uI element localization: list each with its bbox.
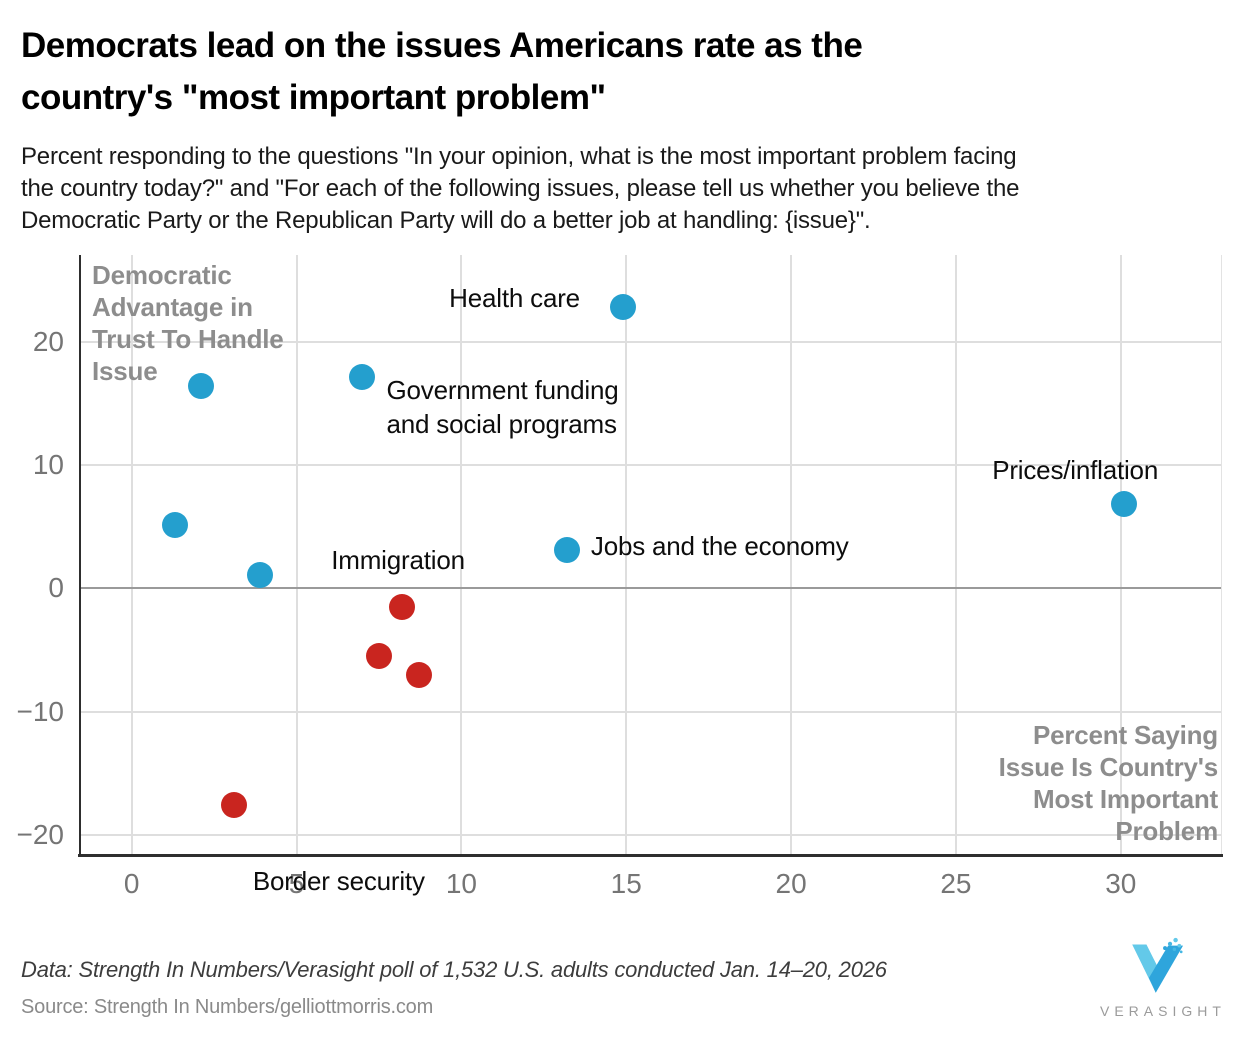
chart-title: Democrats lead on the issues Americans r… <box>21 26 863 117</box>
plot-right-border <box>1221 255 1222 855</box>
data-point-prices-inflation <box>1111 491 1138 518</box>
y-tick-label: −20 <box>16 818 65 850</box>
y-axis-title: Democratic Advantage in Trust To Handle … <box>92 260 284 386</box>
x-tick-label: 0 <box>123 868 140 899</box>
x-axis-line <box>78 854 1223 857</box>
data-point-border-security <box>220 792 247 819</box>
source-note: Source: Strength In Numbers/gelliottmorr… <box>21 996 434 1018</box>
gridline-y-0 <box>80 587 1222 590</box>
gridline-y--10 <box>80 710 1222 713</box>
gridline-x-5 <box>295 255 298 855</box>
gridline-x-30 <box>1119 255 1122 855</box>
gridline-x-25 <box>954 255 957 855</box>
y-axis-line <box>79 255 81 856</box>
point-label-government-funding-and-social-programs: Government funding and social programs <box>386 375 619 440</box>
data-point-health-care <box>609 294 636 321</box>
gridline-y-10 <box>80 464 1222 466</box>
x-tick-label: 25 <box>940 868 972 899</box>
x-axis-title: Percent Saying Issue Is Country's Most I… <box>998 720 1219 846</box>
gridline-y-20 <box>80 340 1222 343</box>
x-tick-label: 20 <box>775 868 807 899</box>
gridline-x-15 <box>625 255 628 855</box>
gridline-x-0 <box>130 255 133 855</box>
point-label-health-care: Health care <box>449 283 580 314</box>
gridline-x-10 <box>460 255 463 855</box>
x-tick-label: 30 <box>1105 868 1137 899</box>
verasight-logo-text: VERASIGHT <box>1100 1003 1226 1019</box>
data-note: Data: Strength In Numbers/Verasight poll… <box>21 957 887 982</box>
gridline-x-20 <box>790 255 793 855</box>
y-tick-label: 0 <box>48 572 64 604</box>
data-point <box>405 661 432 688</box>
point-label-prices-inflation: Prices/inflation <box>992 455 1159 486</box>
point-label-border-security: Border security <box>252 866 425 897</box>
y-tick-label: −10 <box>16 695 65 727</box>
data-point-immigration <box>389 593 416 620</box>
chart-subtitle: Percent responding to the questions "In … <box>21 143 1020 234</box>
data-point <box>161 512 188 539</box>
x-tick-label: 10 <box>445 868 477 899</box>
gridline-y--20 <box>80 833 1222 836</box>
data-point-government-funding-and-social-programs <box>349 364 376 391</box>
y-tick-label: 20 <box>32 325 64 357</box>
data-point <box>365 643 392 670</box>
point-label-immigration: Immigration <box>331 544 465 575</box>
verasight-logo-icon <box>1132 937 1184 993</box>
data-point <box>247 561 274 588</box>
data-point-jobs-and-the-economy <box>553 537 580 564</box>
y-tick-label: 10 <box>32 449 64 480</box>
x-tick-label: 15 <box>610 868 642 899</box>
point-label-jobs-and-the-economy: Jobs and the economy <box>590 531 849 562</box>
x-tick-label: 5 <box>288 868 305 899</box>
data-point <box>187 373 214 400</box>
